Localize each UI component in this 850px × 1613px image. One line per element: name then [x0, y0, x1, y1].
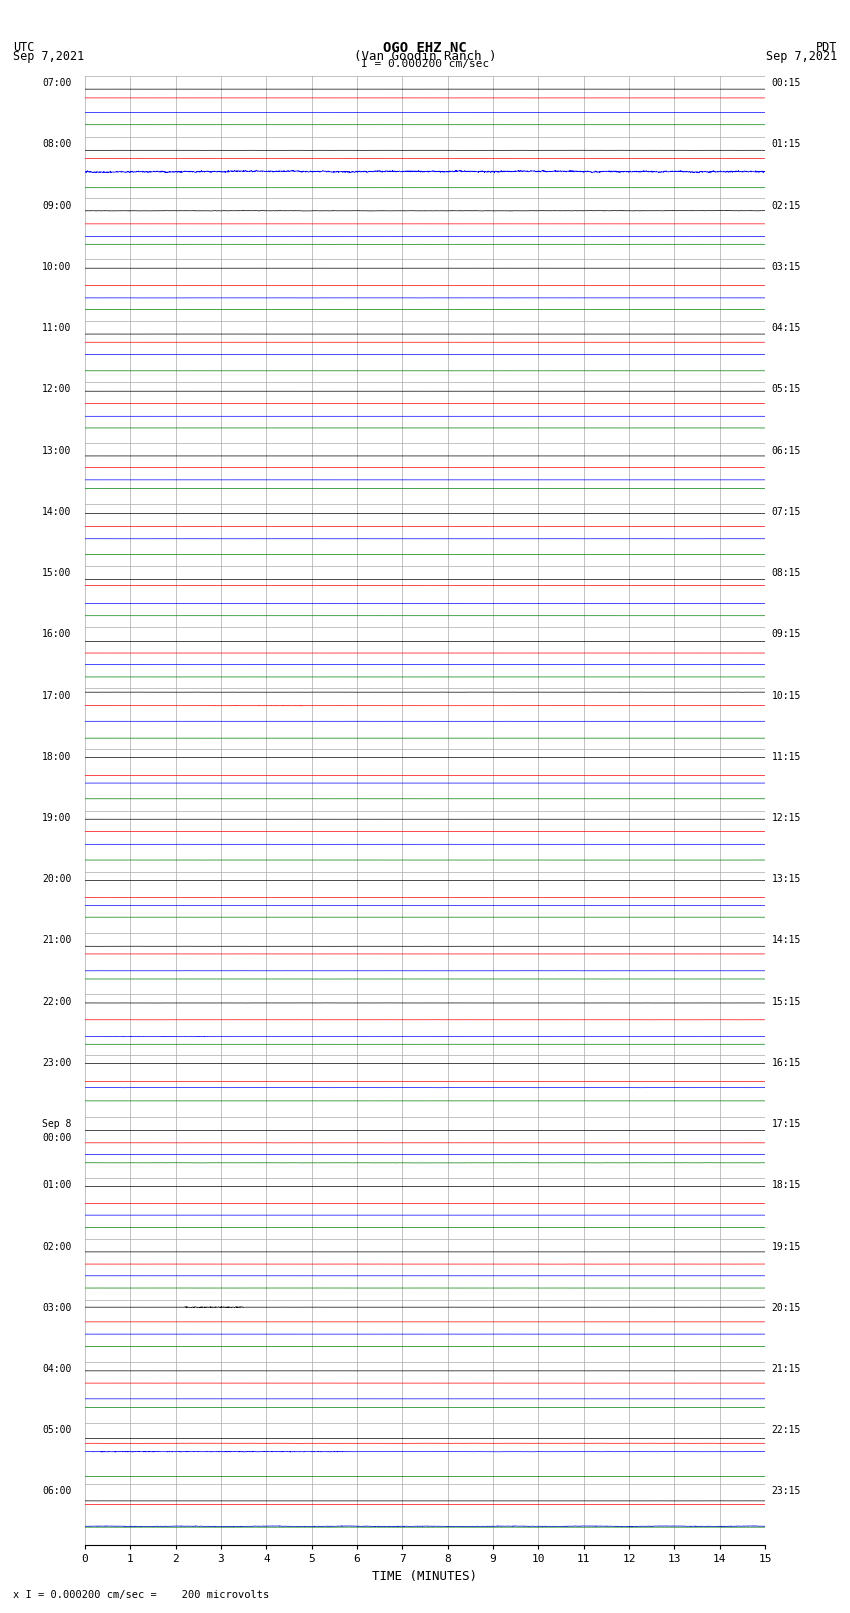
Text: 17:00: 17:00 [42, 690, 71, 700]
Text: 05:00: 05:00 [42, 1426, 71, 1436]
Text: 01:15: 01:15 [772, 139, 802, 150]
Text: 08:00: 08:00 [42, 139, 71, 150]
Text: 13:00: 13:00 [42, 445, 71, 455]
Text: 16:00: 16:00 [42, 629, 71, 639]
Text: 22:00: 22:00 [42, 997, 71, 1007]
Text: 20:15: 20:15 [772, 1303, 802, 1313]
Text: 12:00: 12:00 [42, 384, 71, 395]
Text: 00:15: 00:15 [772, 79, 802, 89]
Text: Sep 7,2021: Sep 7,2021 [766, 50, 837, 63]
Text: 17:15: 17:15 [772, 1119, 802, 1129]
Text: 06:15: 06:15 [772, 445, 802, 455]
Text: 06:00: 06:00 [42, 1487, 71, 1497]
Text: x I = 0.000200 cm/sec =    200 microvolts: x I = 0.000200 cm/sec = 200 microvolts [13, 1590, 269, 1600]
Text: 07:15: 07:15 [772, 506, 802, 516]
Text: 12:15: 12:15 [772, 813, 802, 823]
Text: UTC: UTC [13, 40, 34, 55]
Text: 05:15: 05:15 [772, 384, 802, 395]
Text: 15:15: 15:15 [772, 997, 802, 1007]
Text: 22:15: 22:15 [772, 1426, 802, 1436]
Text: (Van Goodin Ranch ): (Van Goodin Ranch ) [354, 50, 496, 63]
Text: 09:15: 09:15 [772, 629, 802, 639]
Text: 21:15: 21:15 [772, 1365, 802, 1374]
Text: 13:15: 13:15 [772, 874, 802, 884]
Text: 11:00: 11:00 [42, 323, 71, 334]
Text: Sep 8: Sep 8 [42, 1119, 71, 1129]
Text: 10:00: 10:00 [42, 261, 71, 273]
Text: I = 0.000200 cm/sec: I = 0.000200 cm/sec [361, 58, 489, 69]
Text: 07:00: 07:00 [42, 79, 71, 89]
Text: 20:00: 20:00 [42, 874, 71, 884]
X-axis label: TIME (MINUTES): TIME (MINUTES) [372, 1569, 478, 1582]
Text: 03:15: 03:15 [772, 261, 802, 273]
Text: 02:00: 02:00 [42, 1242, 71, 1252]
Text: 18:15: 18:15 [772, 1181, 802, 1190]
Text: OGO EHZ NC: OGO EHZ NC [383, 40, 467, 55]
Text: 19:00: 19:00 [42, 813, 71, 823]
Text: 23:00: 23:00 [42, 1058, 71, 1068]
Text: PDT: PDT [816, 40, 837, 55]
Text: 11:15: 11:15 [772, 752, 802, 761]
Text: 01:00: 01:00 [42, 1181, 71, 1190]
Text: 23:15: 23:15 [772, 1487, 802, 1497]
Text: 16:15: 16:15 [772, 1058, 802, 1068]
Text: 00:00: 00:00 [42, 1132, 71, 1142]
Text: 08:15: 08:15 [772, 568, 802, 577]
Text: 04:15: 04:15 [772, 323, 802, 334]
Text: 10:15: 10:15 [772, 690, 802, 700]
Text: 14:15: 14:15 [772, 936, 802, 945]
Text: 19:15: 19:15 [772, 1242, 802, 1252]
Text: 02:15: 02:15 [772, 200, 802, 211]
Text: 18:00: 18:00 [42, 752, 71, 761]
Text: 15:00: 15:00 [42, 568, 71, 577]
Text: 14:00: 14:00 [42, 506, 71, 516]
Text: 09:00: 09:00 [42, 200, 71, 211]
Text: Sep 7,2021: Sep 7,2021 [13, 50, 84, 63]
Text: 04:00: 04:00 [42, 1365, 71, 1374]
Text: 03:00: 03:00 [42, 1303, 71, 1313]
Text: 21:00: 21:00 [42, 936, 71, 945]
